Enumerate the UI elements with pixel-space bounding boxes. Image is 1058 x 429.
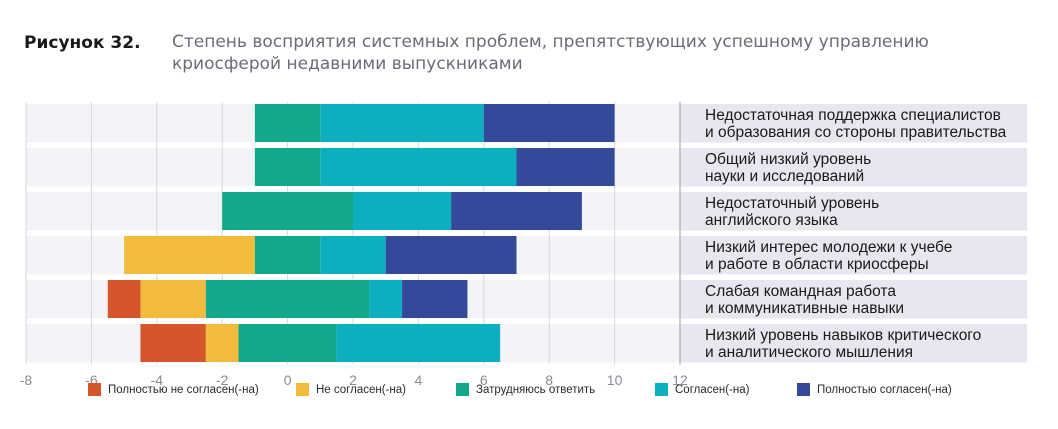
category-label-box: [680, 280, 1027, 319]
legend-item: Полностью согласен(-на): [797, 383, 952, 396]
bar-segment-4: [320, 104, 484, 142]
legend-swatch: [655, 383, 668, 396]
x-tick-label: 12: [672, 372, 688, 388]
x-tick-label: 6: [480, 372, 488, 388]
bar-segment-5: [385, 236, 517, 274]
chart-title: Степень восприятия системных проблем, пр…: [172, 32, 929, 74]
bar-segment-3: [238, 324, 337, 362]
legend-label: Полностью согласен(-на): [817, 383, 952, 396]
legend-label: Не согласен(-на): [316, 383, 406, 396]
chart-legend: Полностью не согласен(-на) Не согласен(-н…: [88, 383, 1028, 401]
category-label-box: [680, 236, 1027, 275]
bar-segment-5: [483, 104, 615, 142]
bar-segment-2: [205, 324, 239, 362]
category-label-box: [680, 192, 1027, 231]
x-tick-label: -8: [20, 372, 33, 388]
legend-swatch: [88, 383, 101, 396]
category-label-box: [680, 148, 1027, 187]
bar-segment-3: [254, 104, 321, 142]
bar-segment-2: [140, 280, 206, 318]
legend-item: Согласен(-на): [655, 383, 749, 396]
legend-item: Полностью не согласен(-на): [88, 383, 259, 396]
x-tick-label: 4: [415, 372, 423, 388]
bar-segment-1: [107, 280, 141, 318]
category-label: Слабая командная работа и коммуникативные…: [705, 283, 904, 317]
legend-swatch: [797, 383, 810, 396]
legend-label: Затрудняюсь ответить: [476, 383, 596, 396]
category-label: Общий низкий уровень науки и исследований: [705, 151, 871, 185]
category-label: Недостаточный уровень английского языка: [705, 195, 879, 229]
bar-segment-3: [254, 148, 321, 186]
bar-segment-3: [222, 192, 353, 230]
legend-label: Полностью не согласен(-на): [108, 383, 259, 396]
bar-segment-1: [140, 324, 206, 362]
category-label-box: [680, 104, 1027, 143]
bar-segment-3: [205, 280, 370, 318]
bar-segment-4: [369, 280, 403, 318]
bar-segment-4: [320, 236, 386, 274]
x-tick-label: 10: [607, 372, 623, 388]
x-tick-label: -4: [151, 372, 164, 388]
bar-segment-4: [353, 192, 452, 230]
bar-segment-5: [451, 192, 582, 230]
category-label: Недостаточная поддержка специалистов и об…: [705, 107, 1007, 141]
bar-segment-3: [254, 236, 321, 274]
category-label-box: [680, 324, 1027, 363]
x-tick-label: 0: [284, 372, 292, 388]
bar-segment-2: [124, 236, 255, 274]
x-tick-label: 8: [545, 372, 553, 388]
legend-item: Затрудняюсь ответить: [456, 383, 595, 396]
bar-segment-4: [336, 324, 501, 362]
figure-label: Рисунок 32.: [24, 33, 141, 53]
category-label: Низкий интерес молодежи к учебе и работе …: [705, 239, 952, 273]
legend-swatch: [296, 383, 309, 396]
bar-segment-5: [516, 148, 615, 186]
bar-segment-4: [320, 148, 517, 186]
legend-item: Не согласен(-на): [296, 383, 406, 396]
bar-segment-5: [402, 280, 468, 318]
legend-swatch: [456, 383, 469, 396]
legend-label: Согласен(-на): [675, 383, 750, 396]
x-tick-label: 2: [349, 372, 357, 388]
category-label: Низкий уровень навыков критического и ана…: [705, 327, 981, 361]
x-tick-label: -2: [216, 372, 229, 388]
